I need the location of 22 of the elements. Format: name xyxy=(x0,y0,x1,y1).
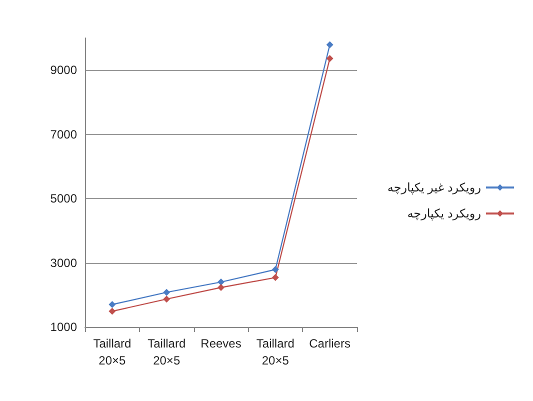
x-tick-label: Taillard 20×5 xyxy=(93,336,132,368)
point xyxy=(272,266,279,274)
y-tick-label: 5000 xyxy=(50,192,78,206)
point xyxy=(108,301,116,308)
x-tick-label: Reeves xyxy=(200,336,242,350)
x-tick-label: Taillard 20×5 xyxy=(148,336,186,368)
x-tick-label: Taillard 20×5 xyxy=(256,336,294,368)
point xyxy=(326,41,334,48)
point xyxy=(108,308,116,315)
x-tick-label: Carliers xyxy=(309,336,350,350)
y-tick-label: 3000 xyxy=(50,256,78,270)
y-tick-label: 9000 xyxy=(50,63,78,78)
legend-label: رویکرد یکپارچه xyxy=(407,206,482,220)
point xyxy=(163,296,170,303)
point xyxy=(218,284,224,292)
point xyxy=(163,288,170,296)
point xyxy=(326,55,334,62)
point xyxy=(272,274,279,282)
y-tick-label: 7000 xyxy=(50,127,78,142)
y-tick-label: 1000 xyxy=(50,320,78,334)
point xyxy=(218,278,224,286)
legend-label: رویکرد غیر یکپارچه xyxy=(387,180,482,194)
